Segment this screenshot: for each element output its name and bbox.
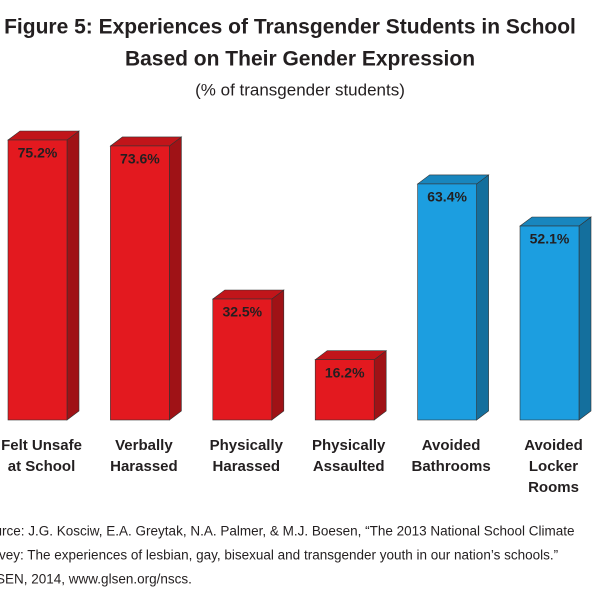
bar-top <box>211 289 285 300</box>
bar-side <box>66 130 80 421</box>
bar-side <box>271 289 285 421</box>
value-label: 75.2% <box>18 145 58 161</box>
x-tick-label: Avoided <box>524 437 583 454</box>
chart-title: Figure 5: Experiences of Transgender Stu… <box>4 16 576 39</box>
x-tick-label: at School <box>8 458 76 475</box>
source: Source: J.G. Kosciw, E.A. Greytak, N.A. … <box>0 524 575 539</box>
source: Survey: The experiences of lesbian, gay,… <box>0 548 558 563</box>
x-tick-label: Physically <box>312 437 386 454</box>
bar <box>314 359 375 421</box>
bar-side <box>169 136 182 421</box>
value-label: 32.5% <box>222 304 262 320</box>
bar <box>110 145 170 421</box>
bar-top <box>416 174 490 185</box>
x-tick-label: Harassed <box>213 458 281 475</box>
bar-top <box>314 350 388 360</box>
bar-side <box>476 174 489 421</box>
chart-subtitle: (% of transgender students) <box>195 80 405 99</box>
bar-top <box>109 136 183 147</box>
x-tick-label: Rooms <box>528 479 579 496</box>
value-label: 73.6% <box>120 151 160 167</box>
value-label: 16.2% <box>325 364 365 380</box>
x-tick-label: Avoided <box>422 437 481 454</box>
bar <box>519 225 580 421</box>
bar <box>7 139 68 421</box>
bar-top <box>519 216 592 227</box>
bar-side <box>373 350 387 421</box>
x-tick-label: Locker <box>529 458 578 475</box>
bar-top <box>7 130 80 141</box>
bar <box>212 298 273 421</box>
x-tick-label: Verbally <box>115 437 173 454</box>
bar <box>417 183 477 421</box>
x-tick-label: Felt Unsafe <box>1 437 82 454</box>
x-tick-label: Harassed <box>110 458 178 475</box>
x-tick-label: Bathrooms <box>412 458 491 475</box>
source: GLSEN, 2014, www.glsen.org/nscs. <box>0 572 192 587</box>
value-label: 63.4% <box>427 189 467 205</box>
bar-side <box>578 216 592 421</box>
chart-title: Based on Their Gender Expression <box>125 48 475 71</box>
x-tick-label: Assaulted <box>313 458 385 475</box>
value-label: 52.1% <box>530 231 570 247</box>
x-tick-label: Physically <box>210 437 284 454</box>
